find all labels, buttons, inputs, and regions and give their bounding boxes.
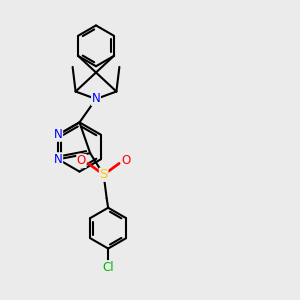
Text: O: O [121,154,130,167]
Text: Cl: Cl [102,261,114,274]
Text: S: S [100,168,108,181]
Text: N: N [54,153,63,166]
Text: N: N [54,128,63,141]
Text: N: N [92,92,100,106]
Text: O: O [77,154,86,167]
